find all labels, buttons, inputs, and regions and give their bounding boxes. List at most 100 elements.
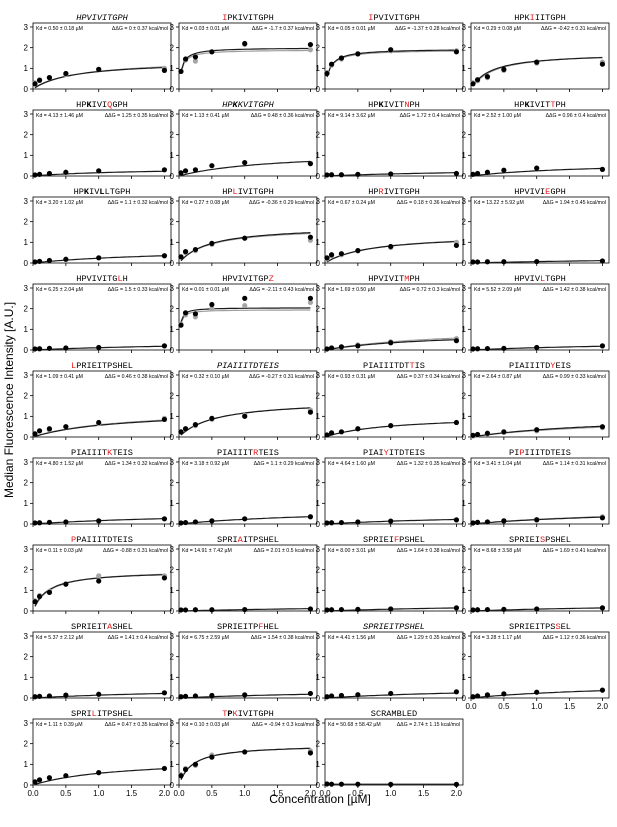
- title-segment: SPRIEI: [509, 535, 540, 545]
- y-tick-label: 3: [316, 371, 321, 380]
- kd-annotation: Kd = 1.69 ± 0.50 µM: [328, 287, 375, 293]
- y-tick-label: 0: [170, 172, 175, 181]
- y-tick-label: 2: [170, 652, 175, 661]
- data-point: [209, 607, 215, 613]
- data-point: [338, 172, 345, 178]
- data-point: [192, 761, 199, 767]
- panel-frame: [32, 544, 172, 612]
- data-point: [328, 61, 335, 67]
- title-segment: SPRIEITPSHEL: [363, 622, 425, 632]
- data-point: [36, 593, 43, 600]
- title-segment: L: [71, 361, 76, 371]
- title-segment: HP: [514, 100, 524, 110]
- title-segment: H: [123, 274, 128, 284]
- y-tick-label: 0: [24, 694, 29, 703]
- title-segment: T: [409, 361, 414, 371]
- dg-prefix: ΔΔG =: [252, 26, 269, 32]
- y-tick-label: 0: [316, 85, 321, 94]
- y-tick-label: 2: [170, 478, 175, 487]
- y-tick-label: 3: [316, 545, 321, 554]
- fit-curve: [180, 307, 311, 323]
- kd-annotation: Kd = 4.41 ± 1.56 µM: [328, 635, 375, 641]
- data-point: [46, 775, 53, 781]
- title-segment: TEIS: [258, 448, 279, 458]
- title-segment: IS: [415, 361, 425, 371]
- data-point: [209, 692, 215, 699]
- data-point: [96, 419, 102, 426]
- data-point: [388, 518, 394, 524]
- title-segment: HP: [222, 187, 232, 197]
- panel-title: LPRIEITPSHEL: [71, 361, 133, 371]
- title-segment: IV: [89, 187, 100, 197]
- kd-prefix: Kd =: [36, 113, 48, 119]
- dg-annotation: ΔΔG = -0.94 ± 0.3 kcal/mol: [252, 722, 314, 728]
- data-point: [161, 167, 168, 173]
- panel-title: PIAIIITDTTIS: [363, 361, 425, 371]
- data-point: [63, 345, 69, 351]
- y-tick-label: 2: [462, 652, 467, 661]
- kd-value: 8.68 ± 3.58 µM: [486, 548, 521, 554]
- panel-title: HPVIVITGLH: [76, 274, 128, 284]
- data-point: [209, 415, 215, 421]
- dg-value: 0.72 ± 0.3 kcal/mol: [416, 287, 460, 293]
- dg-annotation: ΔΔG = -0.27 ± 0.31 kcal/mol: [249, 374, 314, 380]
- data-point: [355, 426, 361, 432]
- panel: PIAIIITKTEIS Kd = 4.80 ± 1.52 µM ΔΔG = 1.3…: [24, 448, 172, 529]
- panel-frame: [470, 283, 610, 351]
- title-segment: PIAIIIT: [71, 448, 107, 458]
- dg-annotation: ΔΔG = 1.72 ± 0.4 kcal/mol: [400, 113, 460, 119]
- dg-annotation: ΔΔG = 1.29 ± 0.35 kcal/mol: [397, 635, 460, 641]
- title-segment: SPRIEITP: [217, 622, 258, 632]
- y-tick-label: 2: [316, 565, 321, 574]
- x-tick-label: 2.0: [597, 702, 609, 711]
- kd-annotation: Kd = 0.01 ± 0.01 µM: [182, 287, 229, 293]
- kd-prefix: Kd =: [36, 548, 48, 554]
- kd-value: 4.41 ± 1.56 µM: [340, 635, 375, 641]
- title-segment: HPVIVI: [514, 187, 545, 197]
- data-point: [534, 427, 540, 433]
- panel-frame: [324, 109, 464, 177]
- title-segment: T: [550, 100, 555, 110]
- data-point: [453, 689, 460, 695]
- dg-annotation: ΔΔG = 1.69 ± 0.41 kcal/mol: [543, 548, 606, 554]
- panel-title: IPVIVITGPH: [368, 13, 420, 23]
- y-tick-label: 0: [462, 172, 467, 181]
- dg-prefix: ΔΔG =: [112, 26, 129, 32]
- panel-frame: [32, 109, 172, 177]
- title-segment: PIAIIITD: [509, 361, 550, 371]
- dg-value: 0.37 ± 0.34 kcal/mol: [414, 374, 460, 380]
- y-tick-label: 3: [24, 110, 29, 119]
- data-point-gray: [307, 299, 314, 306]
- y-tick-label: 2: [24, 391, 29, 400]
- data-point: [182, 168, 189, 174]
- dg-value: 0.47 ± 0.35 kcal/mol: [122, 722, 168, 728]
- kd-annotation: Kd = 50.68 ± 58.42 µM: [328, 722, 381, 728]
- panel-frame: [470, 196, 610, 264]
- kd-prefix: Kd =: [474, 287, 486, 293]
- data-point: [178, 520, 184, 526]
- data-point: [474, 431, 481, 438]
- y-tick-label: 3: [170, 197, 175, 206]
- data-point: [178, 254, 184, 260]
- panel-title: SPRIEITPSHEL: [363, 622, 425, 632]
- y-tick-label: 0: [170, 781, 175, 790]
- kd-prefix: Kd =: [36, 461, 48, 467]
- data-point: [474, 77, 481, 83]
- data-point: [470, 432, 476, 438]
- y-tick-label: 2: [24, 565, 29, 574]
- y-tick-label: 0: [24, 172, 29, 181]
- y-tick-label: 1: [24, 673, 29, 682]
- y-tick-label: 3: [24, 632, 29, 641]
- y-tick-label: 1: [316, 673, 321, 682]
- panel-title: HPRIVITGPH: [368, 187, 420, 197]
- data-point: [599, 515, 606, 521]
- data-point: [355, 781, 361, 787]
- kd-prefix: Kd =: [328, 26, 340, 32]
- dg-value: -2.11 ± 0.43 kcal/mol: [266, 287, 314, 293]
- title-segment: HPVIVITGP: [222, 274, 268, 284]
- kd-prefix: Kd =: [328, 722, 340, 728]
- x-tick-label: 0.0: [27, 789, 39, 798]
- panel-frame: [178, 718, 318, 786]
- kd-value: 3.20 ± 1.02 µM: [48, 200, 83, 206]
- data-point: [534, 689, 540, 695]
